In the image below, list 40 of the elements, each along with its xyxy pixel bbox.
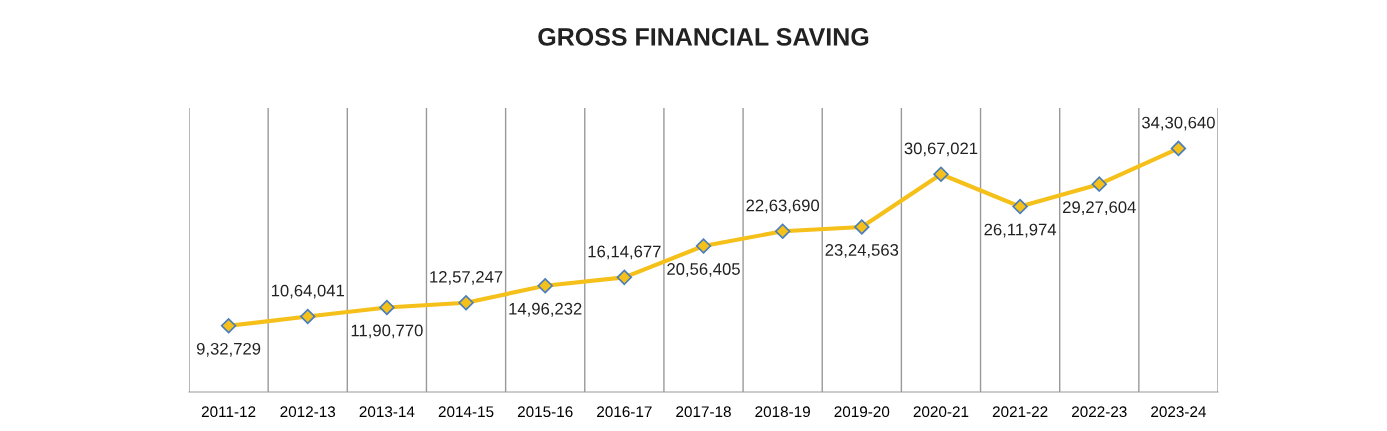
chart-title: GROSS FINANCIAL SAVING — [538, 28, 869, 46]
x-tick-label: 2023-24 — [1151, 406, 1207, 418]
point — [1012, 198, 1028, 215]
x-tick-label: 2018-19 — [755, 406, 810, 418]
point — [220, 318, 237, 334]
point — [695, 238, 712, 254]
point — [537, 278, 553, 294]
point — [1170, 140, 1187, 157]
x-tick-label: 2019-20 — [834, 406, 890, 418]
x-tick-label: 2015-16 — [517, 406, 573, 418]
x-tick-label: 2014-15 — [438, 406, 494, 418]
point — [854, 219, 870, 235]
x-tick-label: 2020-21 — [913, 406, 969, 418]
data-label: 26,11,974 — [984, 223, 1057, 238]
x-tick-label: 2013-14 — [359, 406, 415, 418]
data-label: 20,56,405 — [667, 263, 740, 277]
point — [458, 295, 474, 311]
data-label: 29,27,604 — [1063, 201, 1136, 216]
point — [1091, 176, 1107, 192]
point — [933, 166, 949, 182]
point — [379, 299, 395, 316]
data-label: 14,96,232 — [509, 302, 582, 317]
data-label: 30,67,021 — [904, 142, 978, 157]
data-label: 23,24,563 — [825, 244, 899, 258]
data-label: 9,32,729 — [196, 342, 261, 357]
data-label: 34,30,640 — [1141, 116, 1215, 131]
x-tick-label: 2017-18 — [676, 406, 731, 418]
x-tick-label: 2022-23 — [1072, 406, 1127, 418]
point — [774, 223, 791, 239]
x-tick-label: 2021-22 — [992, 406, 1048, 418]
x-tick-label: 2016-17 — [597, 406, 652, 418]
data-label: 12,57,247 — [430, 270, 503, 285]
x-tick-label: 2011-12 — [201, 406, 256, 418]
data-label: 11,90,770 — [351, 324, 423, 339]
data-label: 16,14,677 — [588, 245, 661, 260]
data-label: 22,63,690 — [746, 199, 820, 214]
data-label: 10,64,041 — [271, 284, 344, 299]
x-tick-label: 2012-13 — [280, 406, 336, 418]
point — [616, 269, 633, 286]
point — [300, 308, 316, 325]
